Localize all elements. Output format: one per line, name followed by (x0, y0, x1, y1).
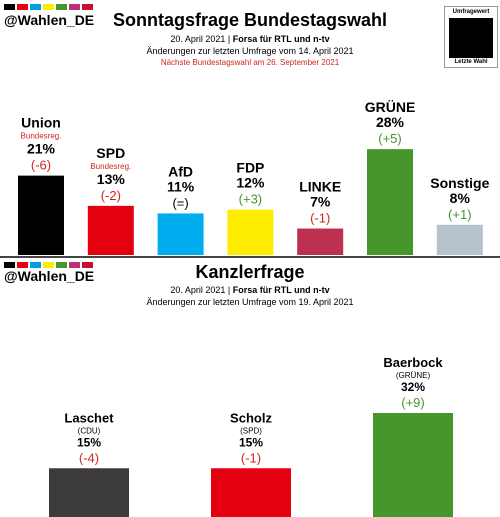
sonntagsfrage-panel: @Wahlen_DE Sonntagsfrage Bundestagswahl … (0, 0, 500, 258)
change-label: (+5) (378, 131, 401, 146)
change-label: (-2) (101, 188, 121, 203)
flag-swatch (4, 4, 15, 10)
flag-swatch (69, 4, 80, 10)
bar-note-label: (CDU) (78, 426, 101, 435)
change-label: (+9) (401, 395, 424, 410)
chart-title: Sonntagsfrage Bundestagswahl (112, 10, 388, 30)
legend-top-label: Umfragewert (452, 9, 490, 15)
category-label: Laschet (64, 410, 114, 425)
bar-note-label: Bundesreg. (21, 132, 62, 141)
change-label: (-1) (310, 211, 330, 226)
value-label: 15% (77, 435, 101, 449)
value-label: 28% (376, 114, 405, 130)
kanzlerfrage-panel: @Wahlen_DE Kanzlerfrage 20. April 2021 |… (0, 258, 500, 517)
bar-note-label: (SPD) (240, 426, 262, 435)
value-label: 32% (401, 380, 425, 394)
flag-swatch (82, 4, 93, 10)
category-label: Union (21, 115, 61, 131)
change-label: (-6) (31, 158, 51, 173)
flag-swatch (56, 4, 67, 10)
change-note: Änderungen zur letzten Umfrage vom 14. A… (146, 46, 354, 56)
bar-afd (157, 213, 204, 255)
bar-laschet (49, 468, 129, 517)
account-handle: @Wahlen_DE (4, 268, 95, 284)
next-election-note: Nächste Bundestagswahl am 26. September … (160, 58, 340, 67)
legend-swatch (449, 18, 493, 58)
flag-swatch (69, 262, 80, 268)
legend: Umfragewert Letzte Wahl (444, 6, 498, 68)
flag-swatch (17, 4, 28, 10)
change-label: (+3) (239, 192, 262, 207)
bar-scholz (211, 468, 291, 517)
flag-swatch (4, 262, 15, 268)
category-label: LINKE (299, 179, 341, 195)
value-label: 7% (310, 194, 331, 210)
chart-title: Kanzlerfrage (195, 262, 305, 282)
party-color-strip (4, 4, 93, 10)
date-source-line: 20. April 2021 | Forsa für RTL und n-tv (170, 34, 330, 44)
flag-swatch (30, 4, 41, 10)
category-label: SPD (96, 145, 125, 161)
value-label: 12% (236, 175, 265, 191)
date-source-line: 20. April 2021 | Forsa für RTL und n-tv (170, 285, 330, 295)
category-label: FDP (236, 160, 264, 176)
sonntagsfrage-bars: (-6)21%Bundesreg.Union(-2)13%Bundesreg.S… (18, 99, 490, 255)
bar-grüne (367, 149, 413, 255)
value-label: 21% (27, 141, 56, 157)
flag-swatch (43, 262, 54, 268)
category-label: GRÜNE (365, 99, 416, 115)
bar-sonstige (436, 224, 483, 255)
flag-swatch (30, 262, 41, 268)
flag-swatch (17, 262, 28, 268)
value-label: 8% (450, 190, 471, 206)
category-label: Sonstige (430, 175, 489, 191)
flag-swatch (56, 262, 67, 268)
change-label: (-4) (79, 450, 99, 465)
change-label: (=) (172, 195, 188, 210)
category-label: Baerbock (383, 355, 443, 370)
bar-note-label: (GRÜNE) (396, 371, 431, 380)
category-label: AfD (168, 163, 193, 179)
bar-spd (87, 205, 134, 255)
party-color-strip (4, 262, 93, 268)
change-label: (-1) (241, 450, 261, 465)
legend-bottom-label: Letzte Wahl (454, 59, 488, 65)
bar-fdp (227, 209, 274, 255)
bar-union (18, 175, 64, 255)
value-label: 11% (167, 178, 195, 194)
value-label: 13% (97, 171, 126, 187)
change-label: (+1) (448, 207, 471, 222)
bar-note-label: Bundesreg. (90, 162, 131, 171)
change-note: Änderungen zur letzten Umfrage vom 19. A… (146, 297, 354, 307)
flag-swatch (82, 262, 93, 268)
bar-linke (297, 228, 344, 255)
account-handle: @Wahlen_DE (4, 12, 95, 28)
category-label: Scholz (230, 410, 272, 425)
kanzlerfrage-bars: (-4)15%(CDU)Laschet(-1)15%(SPD)Scholz(+9… (49, 355, 453, 517)
flag-swatch (43, 4, 54, 10)
value-label: 15% (239, 435, 263, 449)
bar-baerbock (373, 413, 453, 517)
